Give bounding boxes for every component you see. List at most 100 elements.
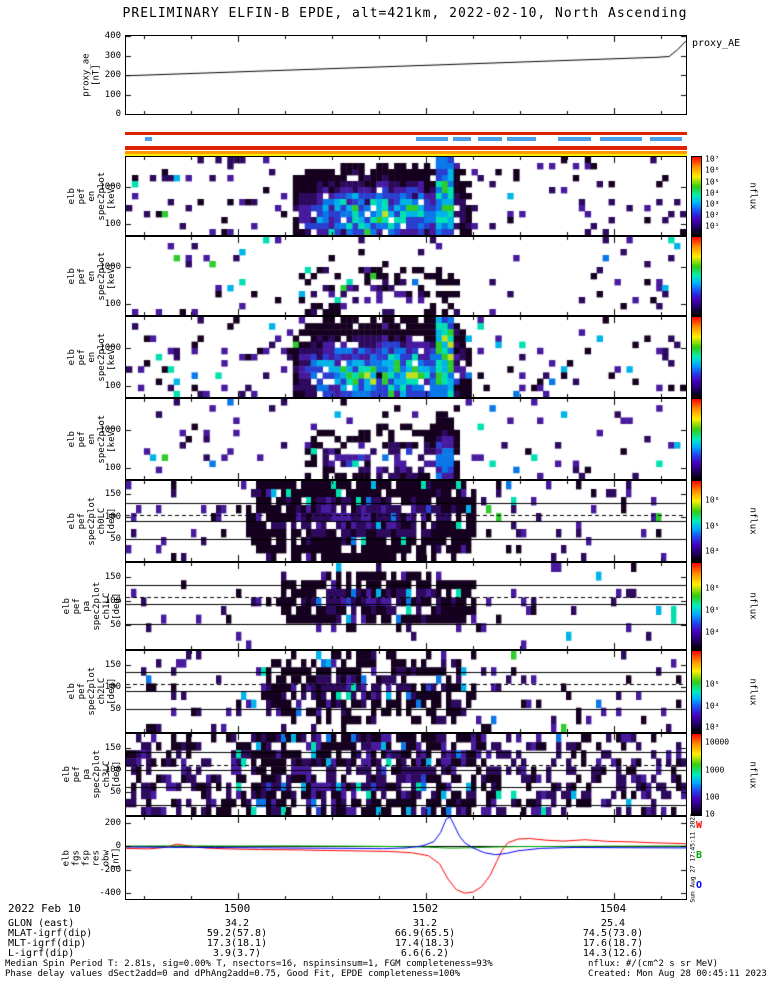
colorbar-tick-label: 10³ — [705, 722, 720, 732]
colorbar — [691, 650, 702, 733]
colorbar-tick-label: 100 — [705, 792, 720, 802]
colorbar — [691, 733, 702, 816]
x-tick-1500: 1500 — [223, 902, 251, 915]
y-tick-label: 100 — [104, 380, 121, 391]
y-tick-label: 1000 — [99, 343, 121, 354]
y-tick-label: 100 — [104, 299, 121, 310]
colorbar-unit-label: nflux — [746, 562, 760, 650]
panel-en-spec-3 — [125, 316, 687, 398]
colorbar-tick-label: 10000 — [705, 737, 730, 747]
colorbar-tick-label: 10⁷ — [705, 154, 720, 164]
en-spec-3-ylabel-text: elb pef en spec2plot [keV] — [66, 332, 118, 382]
y-tick-label: 100 — [104, 596, 121, 607]
legend-w: W — [696, 820, 703, 831]
legend-b: B — [696, 850, 703, 861]
colorbar-tick-label: 10² — [705, 210, 720, 220]
pa-spec-ch2lc-canvas — [126, 651, 686, 732]
table-row-label: GLON (east) — [8, 918, 75, 929]
panel-fgm-obw — [125, 816, 687, 900]
colorbar-tick-label: 10⁴ — [705, 627, 720, 637]
table-cell: 3.9(3.7) — [212, 948, 262, 959]
panel-pa-spec-ch2lc — [125, 650, 687, 733]
y-tick-label: -200 — [99, 864, 121, 875]
colorbar-unit-text: nflux — [748, 760, 758, 789]
y-tick-label: 1000 — [99, 182, 121, 193]
table-row-label: MLT-igrf(dip) — [8, 938, 87, 949]
en-spec-1-ylabel-text: elb pef en spec2plot [keV] — [66, 171, 118, 221]
table-cell: 6.6(6.2) — [400, 948, 450, 959]
availability-segment — [599, 137, 643, 141]
table-cell: 74.5(73.0) — [582, 928, 644, 939]
legend-o: O — [696, 880, 703, 891]
y-tick-label: 100 — [104, 681, 121, 692]
colorbar-tick-label: 10⁶ — [705, 583, 720, 593]
x-tick-1504: 1504 — [599, 902, 627, 915]
y-tick-label: 50 — [110, 533, 121, 544]
colorbar-tick-label: 10⁵ — [705, 521, 720, 531]
y-tick-label: 1000 — [99, 262, 121, 273]
availability-segment — [416, 137, 449, 141]
zone-bar-yellow — [125, 154, 687, 156]
zone-bar-orange — [125, 151, 687, 154]
colorbar — [691, 236, 702, 316]
pa-spec-ch0lc-canvas — [126, 481, 686, 561]
colorbar-tick-label: 10⁶ — [705, 165, 720, 175]
y-tick-label: 100 — [104, 511, 121, 522]
panel-en-spec-2 — [125, 236, 687, 316]
zone-bar-red — [125, 146, 687, 150]
y-tick-label: 0 — [115, 841, 121, 852]
colorbar-tick-label: 10⁶ — [705, 495, 720, 505]
table-row-label: MLAT-igrf(dip) — [8, 928, 93, 939]
y-tick-label: 200 — [104, 70, 121, 80]
table-cell: 31.2 — [412, 918, 438, 929]
availability-segment — [145, 137, 152, 141]
y-tick-label: 50 — [110, 620, 121, 631]
availability-segment — [557, 137, 592, 141]
y-tick-label: 1000 — [99, 425, 121, 436]
pa-spec-ch3lc-canvas — [126, 734, 686, 815]
y-tick-label: 0 — [115, 109, 121, 119]
colorbar-unit-label: nflux — [746, 650, 760, 733]
table-cell: 14.3(12.6) — [582, 948, 644, 959]
panel-en-spec-4 — [125, 398, 687, 480]
panel-pa-spec-ch0lc — [125, 480, 687, 562]
colorbar-unit-text: nflux — [748, 592, 758, 620]
footer-nflux-units: nflux: #/(cm^2 s sr MeV) — [588, 959, 719, 969]
availability-bar — [125, 137, 687, 141]
y-tick-label: 400 — [104, 31, 121, 41]
y-tick-label: 150 — [104, 489, 121, 500]
en-spec-4-canvas — [126, 399, 686, 479]
y-tick-label: 200 — [104, 817, 121, 828]
y-tick-label: -400 — [99, 888, 121, 899]
colorbar-unit-text: nflux — [748, 677, 758, 706]
colorbar-unit-text: nflux — [748, 182, 758, 210]
availability-line — [125, 132, 687, 135]
footer-created: Created: Mon Aug 28 00:45:11 2023 — [588, 969, 767, 979]
colorbar — [691, 562, 702, 650]
colorbar-tick-label: 10³ — [705, 199, 720, 209]
fgm-obw-canvas — [126, 817, 686, 899]
availability-segment — [453, 137, 472, 141]
colorbar-unit-label: nflux — [746, 480, 760, 562]
y-tick-label: 150 — [104, 659, 121, 670]
table-cell: 25.4 — [600, 918, 626, 929]
availability-segment — [649, 137, 682, 141]
colorbar — [691, 480, 702, 562]
colorbar-unit-label: nflux — [746, 733, 760, 816]
proxy-ae-canvas — [126, 36, 686, 114]
y-tick-label: 150 — [104, 572, 121, 583]
colorbar — [691, 398, 702, 480]
table-row-label: L-igrf(dip) — [8, 948, 75, 959]
pa-spec-ch1lc-canvas — [126, 563, 686, 649]
footer-phase-delay: Phase delay values dSect2add=0 and dPhAn… — [5, 969, 461, 979]
y-tick-label: 100 — [104, 89, 121, 100]
y-tick-label: 300 — [104, 50, 121, 61]
colorbar-tick-label: 10⁴ — [705, 546, 720, 556]
colorbar-tick-label: 10¹ — [705, 221, 720, 231]
y-tick-label: 100 — [104, 219, 121, 230]
proxy-ae-right-label: proxy_AE — [692, 38, 741, 49]
x-tick-1502: 1502 — [411, 902, 439, 915]
en-spec-2-canvas — [126, 237, 686, 315]
plot-title: PRELIMINARY ELFIN-B EPDE, alt=421km, 202… — [122, 6, 688, 21]
